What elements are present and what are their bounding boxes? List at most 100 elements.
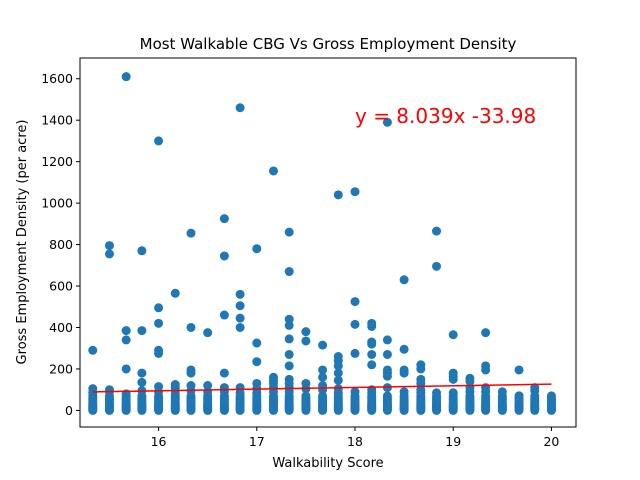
y-axis-ticks: 0 200 400 600 800 1000 1200 1400 1600	[41, 71, 80, 418]
data-point	[154, 387, 164, 397]
data-point	[367, 360, 377, 370]
y-tick-label: 400	[49, 320, 73, 335]
data-point	[432, 388, 442, 398]
data-point	[333, 375, 343, 385]
data-point	[448, 388, 458, 398]
data-point	[154, 136, 164, 146]
y-axis-label: Gross Employment Density (per acre)	[15, 120, 30, 365]
data-point	[170, 389, 180, 399]
y-tick-label: 200	[49, 361, 73, 376]
y-tick-label: 0	[65, 403, 73, 418]
data-point	[137, 368, 147, 378]
data-point	[497, 387, 507, 397]
data-point	[219, 251, 229, 261]
data-point	[448, 330, 458, 340]
data-point	[514, 391, 524, 401]
data-point	[382, 117, 392, 127]
data-point	[416, 364, 426, 374]
data-point	[268, 166, 278, 176]
data-point	[546, 396, 556, 406]
data-point	[252, 388, 262, 398]
data-point	[137, 246, 147, 256]
data-point	[235, 388, 245, 398]
data-point	[154, 303, 164, 313]
data-point	[235, 322, 245, 332]
data-point	[318, 391, 328, 401]
data-point	[203, 328, 213, 338]
data-point	[350, 297, 360, 307]
data-point	[284, 320, 294, 330]
data-point	[465, 387, 475, 397]
data-point	[382, 391, 392, 401]
data-point	[284, 227, 294, 237]
data-point	[252, 338, 262, 348]
data-point	[219, 368, 229, 378]
x-axis-label: Walkability Score	[272, 456, 383, 471]
data-point	[350, 387, 360, 397]
data-point	[318, 365, 328, 375]
x-tick-label: 20	[543, 434, 559, 449]
data-point	[104, 249, 114, 259]
data-point	[121, 326, 131, 336]
data-point	[121, 364, 131, 374]
data-point	[530, 386, 540, 396]
data-point	[252, 244, 262, 254]
data-point	[367, 388, 377, 398]
data-point	[350, 319, 360, 329]
data-point	[432, 226, 442, 236]
trendline-equation: y = 8.039x -33.98	[355, 104, 536, 128]
data-point	[235, 289, 245, 299]
y-tick-label: 800	[49, 237, 73, 252]
data-point	[367, 349, 377, 359]
y-tick-label: 1000	[41, 196, 73, 211]
data-point	[350, 187, 360, 197]
data-point	[333, 190, 343, 200]
y-tick-label: 1600	[41, 71, 73, 86]
data-point	[382, 335, 392, 345]
data-point	[481, 328, 491, 338]
y-tick-label: 600	[49, 279, 73, 294]
x-tick-label: 18	[347, 434, 363, 449]
data-point	[514, 365, 524, 375]
data-point	[235, 301, 245, 311]
data-point	[137, 326, 147, 336]
data-point	[399, 387, 409, 397]
trendline	[92, 383, 552, 393]
data-point	[121, 72, 131, 82]
x-tick-label: 16	[151, 434, 167, 449]
data-point	[121, 335, 131, 345]
data-point	[284, 387, 294, 397]
data-point	[170, 288, 180, 298]
data-point	[432, 261, 442, 271]
data-point	[382, 371, 392, 381]
data-point	[382, 349, 392, 359]
data-point	[399, 275, 409, 285]
data-point	[399, 368, 409, 378]
y-tick-label: 1400	[41, 113, 73, 128]
data-point	[465, 376, 475, 386]
chart-title: Most Walkable CBG Vs Gross Employment De…	[140, 35, 517, 53]
data-point	[88, 345, 98, 355]
data-point	[350, 348, 360, 358]
data-points	[88, 72, 556, 415]
data-point	[186, 228, 196, 238]
data-point	[284, 334, 294, 344]
trendline-layer	[92, 383, 552, 393]
data-point	[318, 340, 328, 350]
data-point	[416, 388, 426, 398]
data-point	[154, 348, 164, 358]
data-point	[481, 365, 491, 375]
data-point	[252, 357, 262, 367]
data-point	[203, 381, 213, 391]
data-point	[367, 339, 377, 349]
data-point	[154, 318, 164, 328]
data-point	[301, 327, 311, 337]
data-point	[235, 103, 245, 113]
data-point	[219, 214, 229, 224]
plot-frame	[79, 57, 577, 428]
data-point	[284, 361, 294, 371]
data-point	[203, 387, 213, 397]
data-point	[104, 241, 114, 251]
data-point	[318, 385, 328, 395]
data-point	[219, 310, 229, 320]
